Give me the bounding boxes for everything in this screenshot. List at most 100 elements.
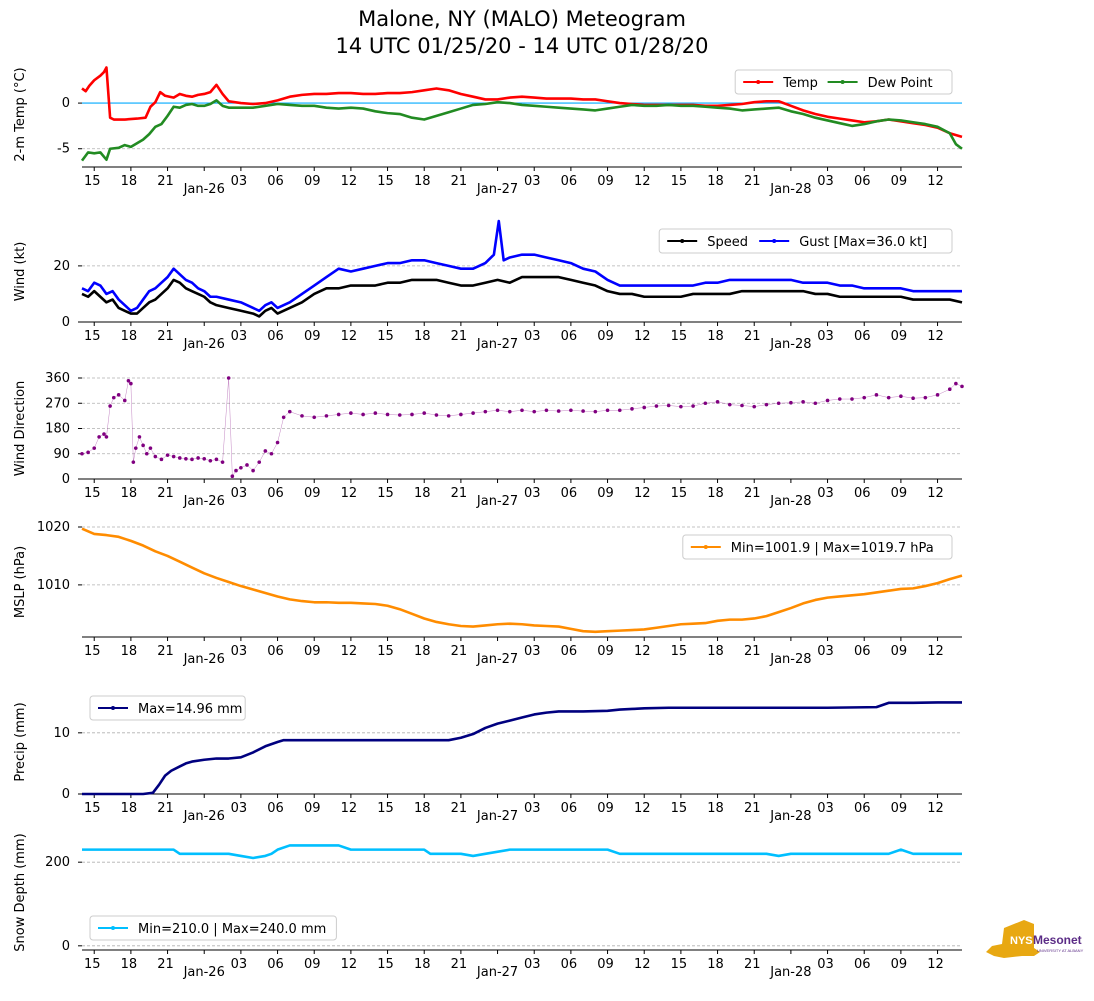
x-tick-label: 06: [561, 486, 578, 501]
data-point: [642, 405, 647, 410]
data-point: [153, 454, 158, 459]
data-point: [80, 451, 84, 456]
x-tick-label: 18: [707, 957, 724, 972]
data-point: [654, 404, 659, 408]
legend: Min=210.0 | Max=240.0 mm: [89, 915, 337, 941]
legend-label: Min=1001.9 | Max=1019.7 hPa: [731, 541, 934, 556]
logo-brand: NYS: [1010, 935, 1033, 947]
y-axis-label: Snow Depth (mm): [13, 833, 28, 951]
legend-label: Dew Point: [868, 76, 933, 91]
x-tick-label: 21: [157, 644, 174, 659]
x-tick-label: 21: [157, 486, 174, 501]
y-tick-label: 200: [45, 855, 70, 870]
y-axis-label: 2-m Temp (°C): [13, 67, 28, 161]
x-tick-label: 21: [744, 174, 761, 189]
x-tick-label: 15: [671, 486, 688, 501]
x-tick-label: 12: [927, 174, 944, 189]
x-tick-label: 21: [451, 644, 468, 659]
data-point: [385, 412, 390, 417]
series-line-gust: [81, 219, 962, 313]
data-point: [899, 394, 903, 399]
x-tick-label: 15: [84, 644, 101, 659]
x-tick-label: 12: [927, 329, 944, 344]
x-tick-label: 21: [451, 801, 468, 816]
x-tick-label: 09: [891, 329, 908, 344]
data-point: [336, 412, 341, 417]
x-tick-label: 03: [231, 644, 248, 659]
data-point: [569, 408, 573, 413]
x-tick-label: 12: [634, 174, 651, 189]
x-tick-label: 09: [891, 486, 908, 501]
x-tick-label: 15: [671, 957, 688, 972]
data-point: [251, 468, 255, 473]
x-tick-label: 03: [524, 957, 541, 972]
data-point: [171, 454, 176, 459]
x-tick-label: 21: [744, 329, 761, 344]
data-point: [234, 468, 238, 473]
x-tick-label: 15: [84, 801, 101, 816]
data-point: [97, 435, 101, 439]
x-date-label: Jan-27: [476, 965, 518, 980]
x-tick-label: 21: [744, 801, 761, 816]
x-tick-label: 09: [597, 644, 614, 659]
x-tick-label: 21: [157, 329, 174, 344]
legend: Temp Dew Point: [734, 69, 953, 95]
data-point: [960, 384, 964, 389]
x-tick-label: 06: [561, 329, 578, 344]
x-date-label: Jan-28: [769, 965, 811, 980]
x-tick-label: 15: [84, 957, 101, 972]
x-tick-label: 18: [707, 801, 724, 816]
x-date-label: Jan-28: [769, 337, 811, 352]
data-point: [617, 408, 622, 413]
x-date-label: Jan-27: [476, 809, 518, 824]
legend-box: [89, 695, 246, 721]
x-tick-label: 21: [451, 329, 468, 344]
data-point: [397, 413, 402, 417]
y-tick-label: 360: [45, 371, 70, 386]
data-point: [108, 404, 112, 408]
panel-precip: 0 10 15 18 21 03 06 09 12 15 18 21 03 06 09 12 15 18 21 03 0…: [13, 695, 962, 824]
x-tick-label: 03: [231, 174, 248, 189]
title-line-2: 14 UTC 01/25/20 - 14 UTC 01/28/20: [335, 34, 709, 58]
data-point: [789, 400, 793, 405]
x-tick-label: 03: [231, 957, 248, 972]
data-point: [886, 395, 891, 400]
legend-label: Temp: [782, 76, 818, 91]
data-point: [715, 400, 720, 404]
data-point: [144, 451, 149, 456]
x-tick-label: 18: [121, 174, 138, 189]
legend-marker: [703, 545, 708, 549]
y-tick-label: -5: [57, 142, 70, 157]
legend-label: Min=210.0 | Max=240.0 mm: [138, 922, 326, 937]
data-point: [935, 393, 940, 397]
x-tick-label: 06: [561, 174, 578, 189]
series-line-max=14.96: [82, 701, 962, 796]
x-date-label: Jan-26: [183, 652, 225, 667]
x-date-label: Jan-26: [183, 809, 225, 824]
x-tick-label: 06: [267, 174, 284, 189]
x-tick-label: 15: [671, 329, 688, 344]
data-point: [122, 398, 127, 403]
data-point: [520, 408, 524, 413]
x-tick-label: 06: [561, 957, 578, 972]
data-point: [434, 413, 439, 417]
x-tick-label: 09: [304, 486, 321, 501]
x-tick-label: 06: [267, 486, 284, 501]
x-tick-label: 15: [671, 644, 688, 659]
legend-box: [682, 534, 953, 560]
x-tick-label: 06: [561, 801, 578, 816]
logo-sub: UNIVERSITY AT ALBANY: [1037, 948, 1084, 953]
x-tick-label: 15: [84, 486, 101, 501]
x-tick-label: 15: [377, 329, 394, 344]
data-point: [752, 404, 757, 409]
y-tick-label: 0: [62, 472, 70, 487]
y-tick-label: 0: [62, 96, 70, 111]
y-axis-label: MSLP (hPa): [13, 546, 28, 618]
x-tick-label: 18: [121, 486, 138, 501]
x-tick-label: 12: [634, 644, 651, 659]
data-point: [947, 387, 952, 392]
x-tick-label: 09: [597, 486, 614, 501]
data-point: [837, 397, 842, 401]
x-tick-label: 03: [817, 957, 834, 972]
x-tick-label: 18: [414, 801, 431, 816]
